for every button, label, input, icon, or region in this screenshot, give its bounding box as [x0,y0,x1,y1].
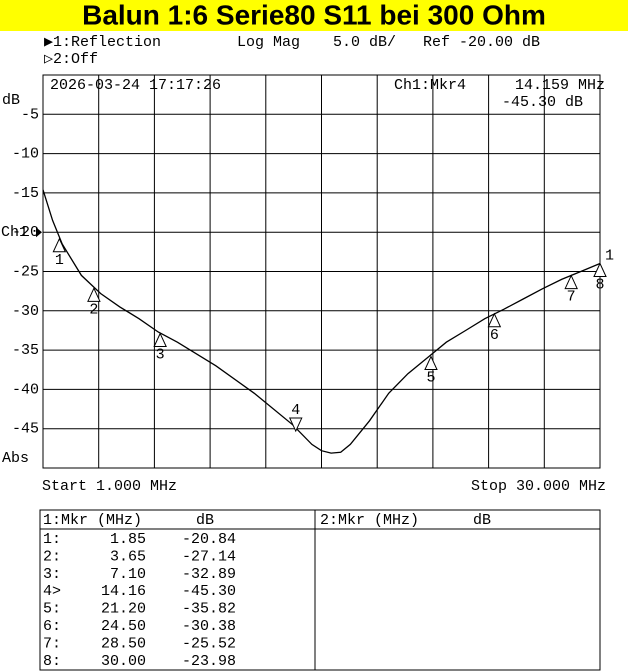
table-freq: 3.65 [110,548,146,565]
marker-number: 3 [156,346,165,363]
table-header: 2:Mkr (MHz) [320,512,419,529]
marker-number: 7 [567,289,576,306]
marker-triangle [153,332,167,348]
table-header: 1:Mkr (MHz) [43,512,142,529]
marker-triangle [593,262,607,277]
table-row-label: 5: [43,601,61,618]
trace-label: 1 [605,247,614,264]
table-row-label: 2: [43,548,61,565]
table-freq: 28.50 [101,635,146,652]
ref-arrow [36,227,42,238]
y-tick-label: -20 [12,224,39,241]
marker-table [39,509,601,671]
scale-label: 5.0 dB/ [333,34,396,51]
ref-label: Ref -20.00 dB [423,34,540,51]
table-freq: 14.16 [101,583,146,600]
y-unit: dB [2,92,20,109]
y-tick-label: -40 [12,381,39,398]
marker-number: 8 [595,276,604,293]
marker-triangle [564,274,578,290]
y-tick-label: -45 [12,421,39,438]
marker-triangle [52,237,67,253]
table-freq: 30.00 [101,653,146,670]
channel2-label: ▷2:Off [44,51,98,68]
marker-readout-freq: 14.159 MHz [515,77,605,94]
table-value: -27.14 [182,548,236,565]
marker-number: 5 [426,370,435,387]
y-tick-label: -10 [12,146,39,163]
marker-number: 6 [490,327,499,344]
marker-triangle [487,312,502,328]
chart-title: Balun 1:6 Serie80 S11 bei 300 Ohm [82,0,546,30]
y-tick-label: -30 [12,303,39,320]
trace [42,189,601,454]
table-value: -35.82 [182,601,236,618]
table-value: -32.89 [182,566,236,583]
table-freq: 7.10 [110,566,146,583]
table-header: dB [196,512,214,529]
y-mode: Abs [2,450,29,467]
y-tick-label: -5 [21,106,39,123]
table-row-label: 4> [43,583,61,600]
start-label: Start 1.000 MHz [42,478,177,495]
table-value: -25.52 [182,635,236,652]
table-value: -20.84 [182,531,236,548]
table-row-label: 7: [43,635,61,652]
table-freq: 21.20 [101,601,146,618]
timestamp: 2026-03-24 17:17:26 [50,77,221,94]
y-tick-label: -25 [12,263,39,280]
marker-readout-label: Ch1:Mkr4 [394,77,466,94]
format-label: Log Mag [237,34,300,51]
table-value: -45.30 [182,583,236,600]
table-freq: 24.50 [101,618,146,635]
table-value: -23.98 [182,653,236,670]
marker-number: 2 [89,301,98,318]
table-value: -30.38 [182,618,236,635]
table-row-label: 8: [43,653,61,670]
ref-channel-label: Ch1 [1,224,28,241]
table-row-label: 6: [43,618,61,635]
y-tick-label: -35 [12,342,39,359]
table-row-label: 1: [43,531,61,548]
marker-readout-value: -45.30 dB [502,94,583,111]
marker-triangle [288,417,303,433]
table-freq: 1.85 [110,531,146,548]
marker-number: 4 [291,402,300,419]
y-tick-label: -15 [12,185,39,202]
marker-triangle [87,287,101,302]
marker-number: 1 [55,252,64,269]
title-bar [0,0,628,31]
table-row-label: 3: [43,566,61,583]
stop-label: Stop 30.000 MHz [471,478,606,495]
marker-triangle [424,355,438,371]
channel1-label: ▶1:Reflection [44,34,161,51]
table-header: dB [473,512,491,529]
